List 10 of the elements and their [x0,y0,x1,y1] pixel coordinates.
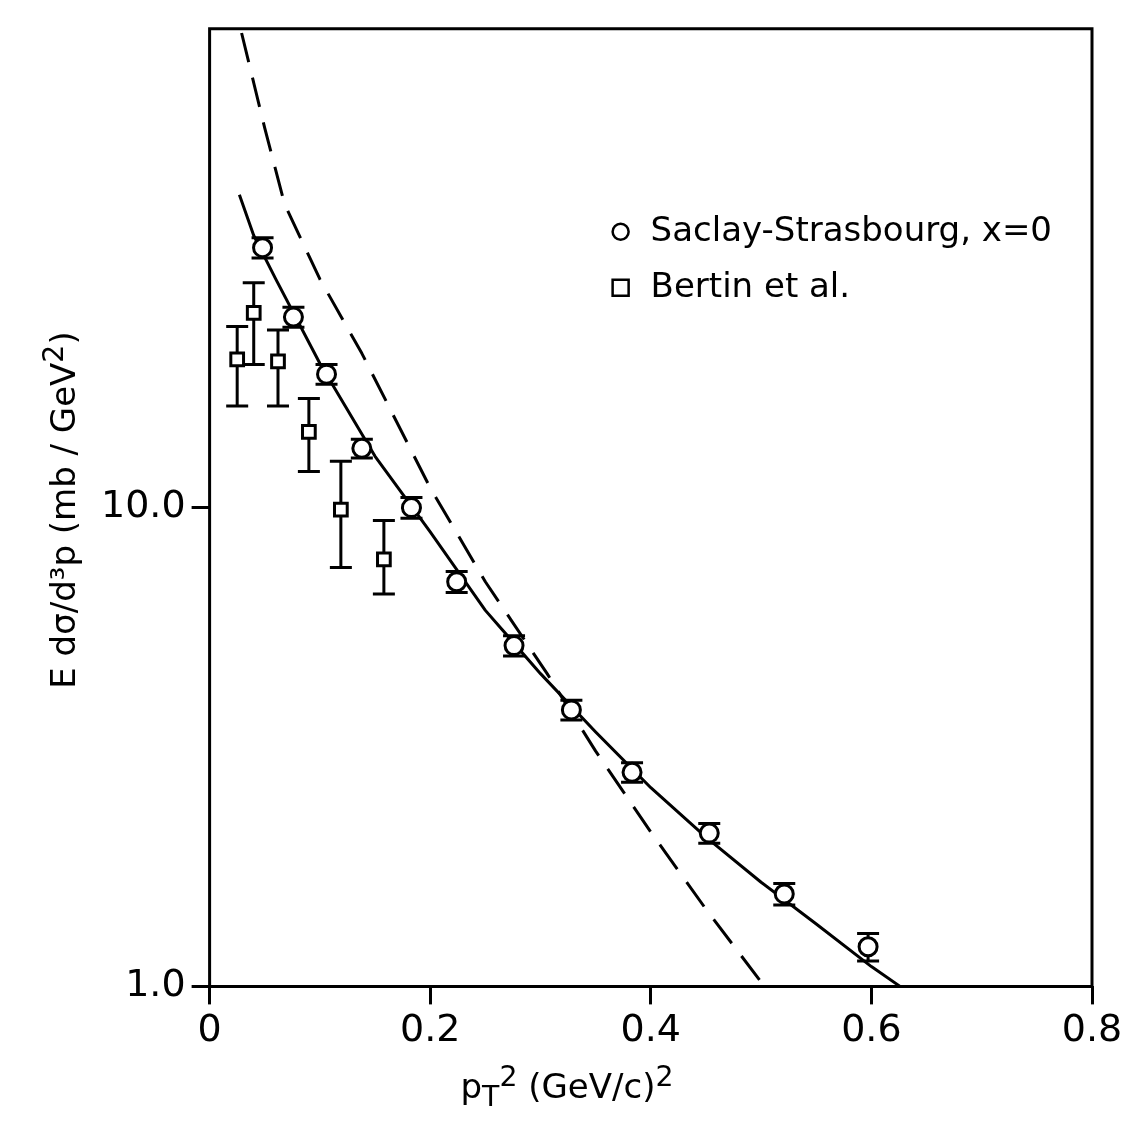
x-tick-label: 0.6 [841,1006,902,1051]
y-tick-label: 1.0 [125,961,186,1006]
x-axis-title: p$_{T}$$^{2}$ (GeV/c)$^{2}$ [459,1060,675,1114]
legend-label: Bertin et al. [650,264,851,305]
x-tick-label: 0 [197,1006,222,1051]
x-tick-label: 0.8 [1061,1006,1123,1051]
y-tick-label: 10.0 [101,482,186,527]
x-tick-label: 0.2 [399,1006,461,1051]
x-tick-label: 0.4 [620,1006,682,1051]
legend-label: Saclay-Strasbourg, x=0 [650,208,1053,249]
